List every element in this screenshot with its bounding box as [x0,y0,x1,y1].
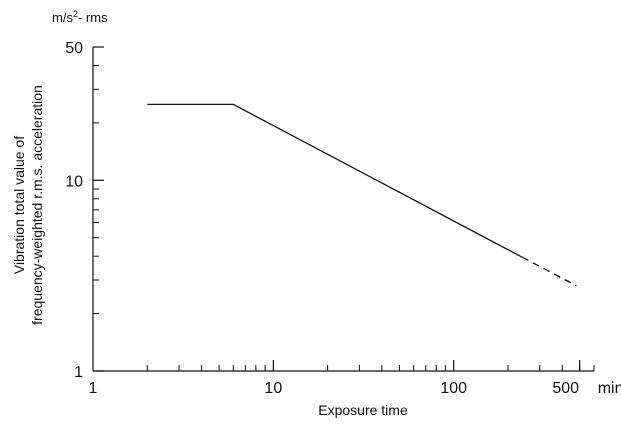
y-unit-label: m/s2- rms [52,9,108,25]
x-tick-label: 10 [264,380,282,397]
x-axis-label: Exposure time [318,402,408,418]
svg-text:m/s2- rms: m/s2- rms [52,9,108,25]
series-group [147,103,577,287]
x-unit-label: min [598,380,621,397]
x-tick-label: 100 [440,380,467,397]
axes [92,47,594,372]
y-tick-label: 50 [65,40,83,57]
x-tick-label: 1 [89,380,98,397]
y-axis-label-line1: Vibration total value of [11,136,27,274]
dashed-limit-line [521,256,577,287]
y-tick-label: 10 [65,173,83,190]
x-tick-label: 500 [552,380,579,397]
y-tick-label: 1 [74,364,83,381]
y-axis-label-line2: frequency-weighted r.m.s. acceleration [29,85,45,325]
ticks: 1 10 100 500 min 1 10 50 [65,40,621,397]
y-axis-label: Vibration total value of frequency-weigh… [11,85,45,325]
solid-limit-line [147,103,523,258]
